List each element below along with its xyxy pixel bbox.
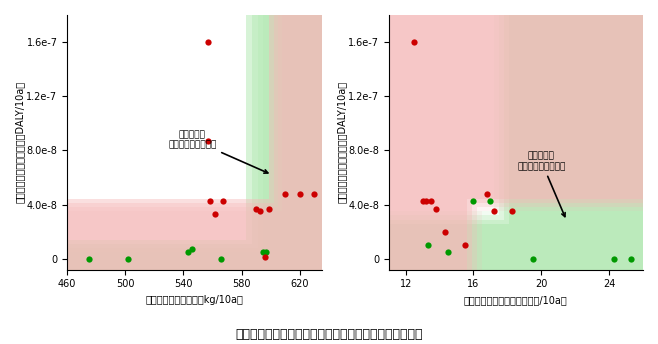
Polygon shape [389, 15, 643, 270]
Text: 変化の方向
（ウィン・ルーズ）: 変化の方向 （ウィン・ルーズ） [168, 130, 268, 173]
X-axis label: 単位面積当たり粗収益（万円/10a）: 単位面積当たり粗収益（万円/10a） [464, 295, 568, 305]
Polygon shape [67, 15, 322, 270]
Polygon shape [67, 15, 322, 270]
Polygon shape [389, 15, 643, 270]
Y-axis label: 単位面積当たり環境影響（DALY/10a）: 単位面積当たり環境影響（DALY/10a） [336, 81, 347, 203]
Polygon shape [389, 15, 643, 270]
Polygon shape [67, 15, 322, 270]
Polygon shape [67, 15, 322, 270]
Polygon shape [389, 15, 643, 270]
Text: 変化の方向
（ウィン・ウィン）: 変化の方向 （ウィン・ウィン） [517, 152, 565, 217]
Polygon shape [389, 15, 643, 270]
Polygon shape [389, 15, 643, 270]
Polygon shape [67, 15, 322, 270]
Polygon shape [67, 15, 322, 270]
Polygon shape [389, 15, 643, 270]
Y-axis label: 単位面積当たり環境影響（DALY/10a）: 単位面積当たり環境影響（DALY/10a） [15, 81, 25, 203]
X-axis label: 単位面積当たり収量（kg/10a）: 単位面積当たり収量（kg/10a） [145, 295, 243, 305]
Polygon shape [67, 15, 322, 270]
Text: 図２　経済性と環境影響の関係（フロンティアの変化）: 図２ 経済性と環境影響の関係（フロンティアの変化） [236, 327, 422, 341]
Polygon shape [389, 15, 643, 270]
Polygon shape [67, 15, 322, 270]
